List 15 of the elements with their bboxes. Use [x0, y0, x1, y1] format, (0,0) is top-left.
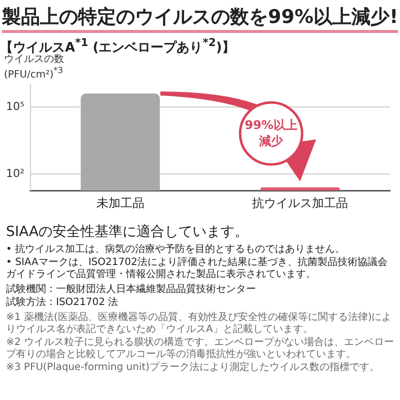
text: SIAAの安全性基準に適合しています。: [6, 223, 250, 242]
text: ※1 薬機法(医薬品、医療機器等の品質、有効性及び安全性の確保等に関する法律)によりウイルス名が表記できないため「ウイルスA」と記載しています。: [6, 312, 393, 336]
text: • SIAAマークは、ISO21702法により評価された結果に基づき、抗菌製品技術協議会ガイドラインで品質管理・情報公開された製品に表示されています。: [6, 257, 388, 281]
text: ※2 ウイルス粒子に見られる膜状の構造です。エンベロープがない場合は、エンベロープ有りの場合と比較してアルコール等の消毒抵抗性が強いといわれています。: [6, 337, 395, 361]
text: 試験機関：一般財団法人日本繊維製品品質技術センター: [6, 284, 257, 296]
y-tick-label: 10⁵: [6, 100, 24, 113]
chart-title: 製品上の特定のウイルスの数を99%以上減少!: [2, 4, 398, 33]
y-axis-title: ウイルスの数 (PFU/cm²)$^{*3}$: [4, 54, 65, 80]
text: • 抗ウイルス加工は、病気の治療や予防を目的とするものではありません。: [6, 244, 346, 256]
x-tick-label: 未加工品: [96, 196, 144, 210]
chart-subtitle: 【ウイルスA$^{*1}$ (エンベロープあり$^{*2}$)】: [0, 36, 235, 56]
y-tick-label: 10²: [6, 166, 24, 180]
text: 試験方法：ISO21702 法: [6, 297, 120, 309]
x-tick-label: 抗ウイルス加工品: [252, 196, 348, 210]
text: ※3 PFU(Plaque-forming unit)プラーク法により測定したウイルス数の指標です。: [6, 362, 381, 374]
